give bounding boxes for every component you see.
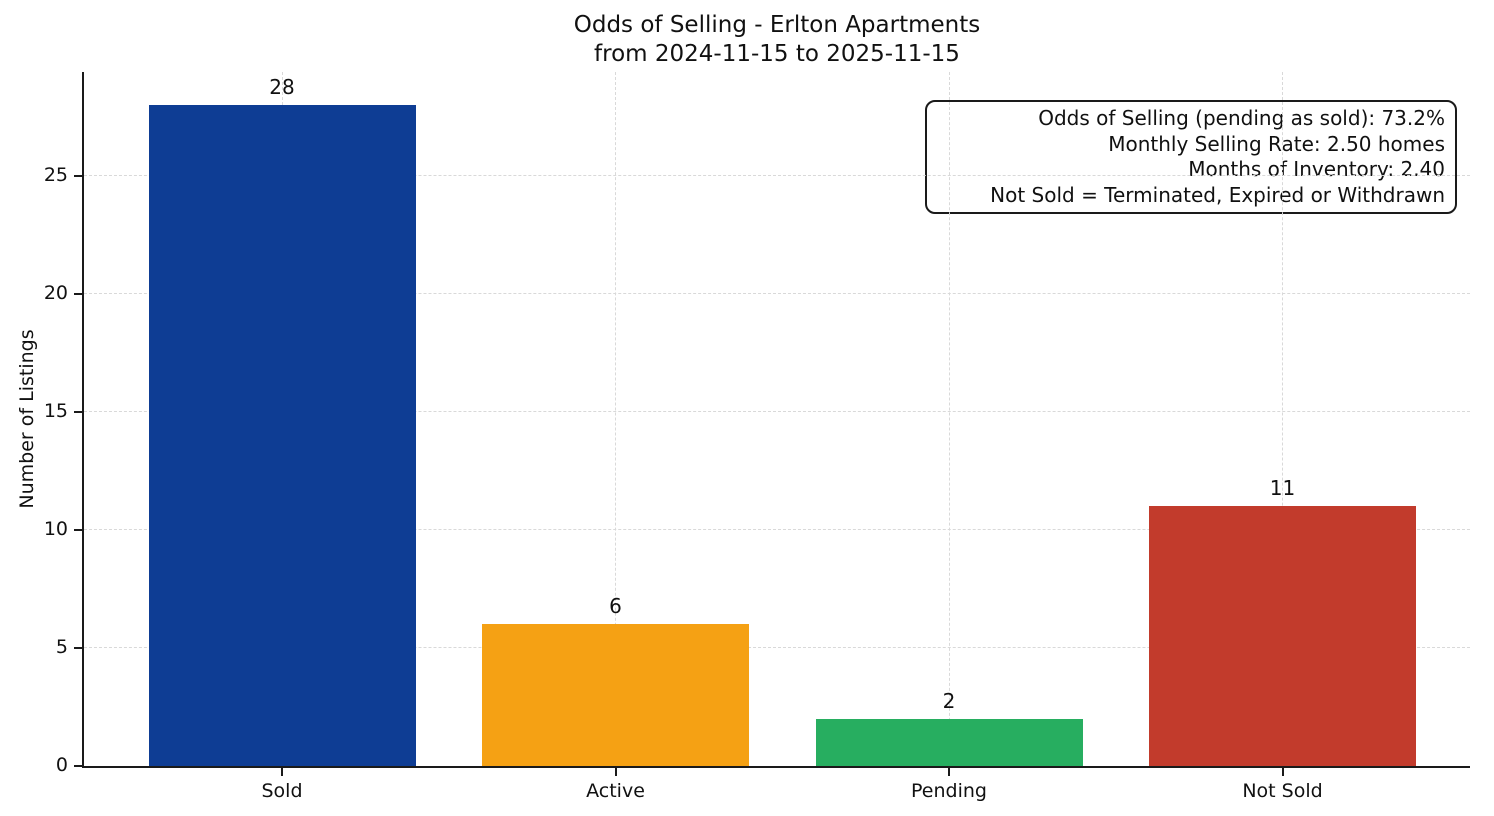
x-tick-label-sold: Sold (261, 780, 303, 802)
chart-subtitle: from 2024-11-15 to 2025-11-15 (594, 41, 960, 67)
x-tick-mark (281, 768, 283, 776)
y-tick-label: 20 (43, 281, 68, 304)
gridline-h (84, 410, 1470, 412)
annotation-line-inventory: Months of Inventory: 2.40 (1188, 157, 1445, 181)
annotation-box: Odds of Selling (pending as sold): 73.2%… (925, 100, 1457, 214)
bar-value-label-pending: 2 (942, 688, 956, 713)
y-tick-label: 0 (55, 754, 68, 776)
gridline-h (84, 174, 1470, 176)
bar-not-sold (1149, 506, 1416, 766)
x-axis-spine (82, 766, 1470, 768)
bar-sold (148, 105, 416, 766)
gridline-v (948, 72, 950, 766)
gridline-h (84, 646, 1470, 648)
chart-title: Odds of Selling - Erlton Apartments (573, 12, 981, 38)
y-tick-label: 25 (43, 163, 68, 186)
gridline-h (84, 528, 1470, 530)
bar-value-label-sold: 28 (269, 75, 295, 100)
y-tick-label: 10 (43, 517, 68, 540)
gridline-v (615, 72, 616, 766)
annotation-line-odds: Odds of Selling (pending as sold): 73.2% (1038, 106, 1445, 130)
y-tick-label: 5 (55, 635, 68, 658)
gridline-v (1282, 72, 1283, 766)
x-tick-mark (614, 768, 617, 776)
x-tick-label-active: Active (586, 780, 645, 802)
y-tick-mark (74, 174, 82, 177)
y-tick-label: 15 (43, 399, 68, 422)
annotation-line-not-sold-definition: Not Sold = Terminated, Expired or Withdr… (990, 182, 1445, 207)
chart-title-block: Odds of Selling - Erlton Apartments from… (84, 11, 1470, 69)
bar-active (482, 624, 749, 766)
x-tick-mark (948, 768, 950, 776)
y-axis-spine (82, 72, 84, 768)
x-tick-label-not-sold: Not Sold (1242, 780, 1323, 802)
y-tick-mark (74, 410, 82, 413)
y-tick-mark (74, 646, 82, 649)
x-tick-label-pending: Pending (911, 780, 987, 802)
bar-pending (815, 718, 1083, 766)
bar-value-label-active: 6 (609, 594, 622, 619)
x-tick-mark (1281, 768, 1284, 776)
gridline-h (84, 292, 1470, 294)
y-tick-mark (74, 292, 82, 295)
annotation-line-selling-rate: Monthly Selling Rate: 2.50 homes (1108, 131, 1445, 156)
bar-value-label-not-sold: 11 (1269, 476, 1296, 501)
y-tick-mark (74, 765, 82, 767)
y-tick-mark (74, 528, 82, 531)
